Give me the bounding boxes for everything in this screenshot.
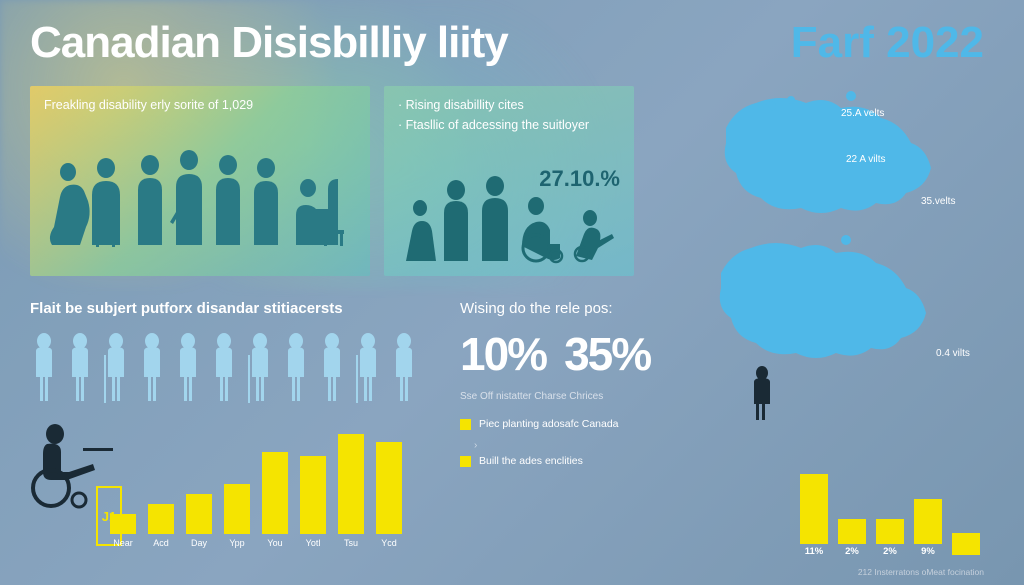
map-label: 0.4 vilts [936, 348, 970, 359]
panel-silhouettes-left: Freakling disability erly sorite of 1,02… [30, 86, 370, 276]
legend-block: Piec planting adosafc Canada › Buill the… [460, 418, 700, 467]
bar [338, 434, 364, 534]
bar [300, 456, 326, 534]
bar-label: 9% [921, 546, 935, 557]
bar [110, 514, 136, 534]
section-pictogram: Flait be subjert putforx disandar stitia… [30, 300, 430, 423]
bar-group: 2% [876, 519, 904, 557]
panel-silhouettes-right: · Rising disabillity cites · Ftasllic of… [384, 86, 634, 276]
canada-map-area: 25.A velts 22 A vilts 35.velts 0.4 vilts [696, 88, 996, 378]
bar-label: Tsu [344, 538, 358, 548]
big-percent-2: 35% [564, 327, 650, 381]
canada-maps [696, 88, 996, 378]
bar-group: You [262, 452, 288, 548]
bar-label: Ypp [229, 538, 244, 548]
bar-group [952, 533, 980, 557]
title-year: Farf 2022 [791, 18, 984, 68]
people-silhouettes-2 [398, 166, 618, 266]
bar [376, 442, 402, 534]
legend-text-1: Piec planting adosafc Canada [479, 418, 619, 430]
footer-text: 212 Insterratons oMeat focination [858, 567, 984, 577]
section4-heading: Wising do the rele pos: [460, 300, 700, 317]
bar [914, 499, 942, 544]
bar [952, 533, 980, 555]
bar-label: Near [113, 538, 133, 548]
panel2-bullet-2: · Ftasllic of adcessing the suitloyer [398, 118, 620, 132]
bar [224, 484, 250, 534]
bar-group: Acd [148, 504, 174, 548]
map-label: 35.velts [921, 196, 955, 207]
standing-figure-icon [750, 366, 774, 420]
chevron-icon: › [474, 440, 700, 451]
legend-item-2: Buill the ades enclities [460, 455, 700, 467]
section4-subtext: Sse Off nistatter Charse Chrices [460, 391, 700, 402]
bar [262, 452, 288, 534]
legend-item-1: Piec planting adosafc Canada [460, 418, 700, 430]
bar [186, 494, 212, 534]
bar-group: Ypp [224, 484, 250, 548]
bar-group: 2% [838, 519, 866, 557]
panel2-bullet-1: · Rising disabillity cites [398, 98, 620, 112]
map-label: 22 A vilts [846, 154, 885, 165]
people-icons [30, 331, 430, 409]
section3-heading: Flait be subjert putforx disandar stitia… [30, 300, 430, 317]
bar-group: Ycd [376, 442, 402, 548]
bar-group: Tsu [338, 434, 364, 548]
people-silhouettes-1 [44, 130, 354, 255]
silhouette-row-1 [44, 130, 356, 255]
bar-group: Near [110, 514, 136, 548]
legend-swatch-1 [460, 419, 471, 430]
main-title: Canadian Disisbilliy liity [30, 18, 508, 68]
bar-group: Yotl [300, 456, 326, 548]
bar-group: 11% [800, 474, 828, 557]
big-percent-1: 10% [460, 327, 546, 381]
bar-group: 9% [914, 499, 942, 557]
silhouette-row-2 [398, 166, 618, 266]
bar [838, 519, 866, 544]
bar [876, 519, 904, 544]
people-pictogram-row [30, 331, 430, 409]
bar [800, 474, 828, 544]
map-label: 25.A velts [841, 108, 884, 119]
bar-chart-main: Near Acd Day Ypp You Yotl Tsu Ycd [110, 438, 402, 548]
bar-label: 2% [845, 546, 859, 557]
bar-group: Day [186, 494, 212, 548]
bar-label: 11% [805, 546, 824, 557]
bar-label: Yotl [306, 538, 321, 548]
section-percentages: Wising do the rele pos: 10% 35% Sse Off … [460, 300, 700, 477]
legend-swatch-2 [460, 456, 471, 467]
legend-text-2: Buill the ades enclities [479, 455, 583, 467]
bar-label: Day [191, 538, 207, 548]
bar-label: You [267, 538, 282, 548]
bar [148, 504, 174, 534]
bar-chart-right: 11% 2% 2% 9% [800, 462, 980, 557]
bar-label: Ycd [381, 538, 397, 548]
bar-label: 2% [883, 546, 897, 557]
bar-label: Acd [153, 538, 169, 548]
panel1-subtitle: Freakling disability erly sorite of 1,02… [44, 98, 356, 112]
